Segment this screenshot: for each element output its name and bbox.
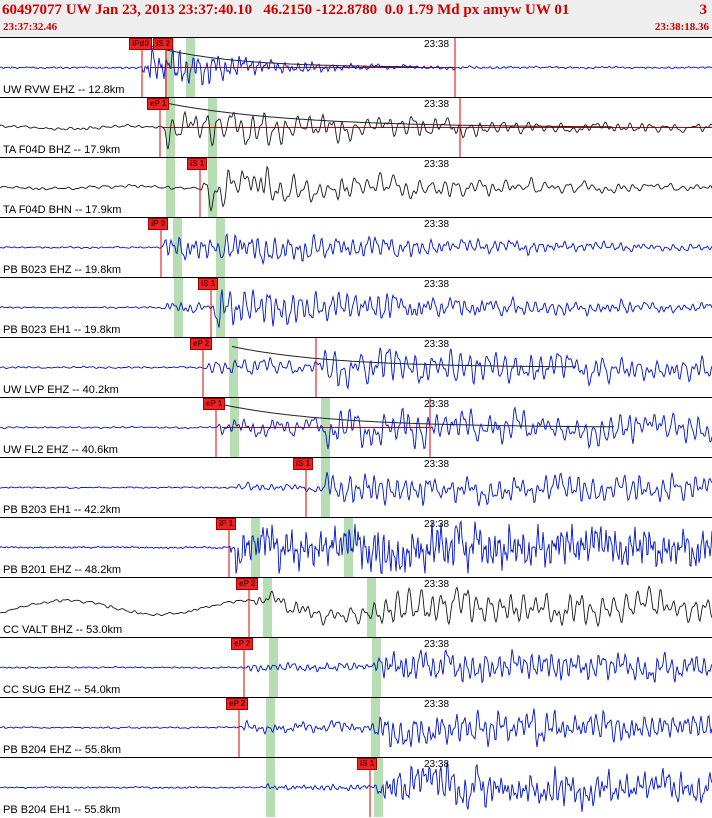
- trace-panel[interactable]: 23:38 eP 1 TA F04D BHZ -- 17.9km: [0, 97, 712, 157]
- event-summary: 60497077 UW Jan 23, 2013 23:37:40.10 46.…: [2, 2, 570, 18]
- waveform-plot[interactable]: [0, 38, 712, 97]
- pick-flag[interactable]: eP 1: [147, 98, 170, 110]
- s-window-band: [372, 638, 381, 697]
- seismogram-trace: [0, 472, 712, 507]
- time-tick-label: 23:38: [424, 639, 450, 650]
- s-window-band: [371, 698, 380, 757]
- trace-panel[interactable]: 23:38 eP 2 CC VALT BHZ -- 53.0km: [0, 577, 712, 637]
- waveform-plot[interactable]: [0, 278, 712, 337]
- waveform-plot[interactable]: [0, 698, 712, 757]
- time-tick-label: 23:38: [424, 159, 450, 170]
- pick-flag[interactable]: eP 2: [236, 578, 259, 590]
- waveform-plot[interactable]: [0, 518, 712, 577]
- waveform-plot[interactable]: [0, 98, 712, 157]
- s-window-band: [269, 638, 278, 697]
- window-start-time: 23:37:32.46: [3, 21, 58, 33]
- trace-list: 23:38 iPd0 iS 2 UW RVW EHZ -- 12.8km 23:38 eP…: [0, 37, 712, 817]
- trace-panel[interactable]: 23:38 iP 0 PB B023 EHZ -- 19.8km: [0, 217, 712, 277]
- time-tick-label: 23:38: [424, 519, 450, 530]
- coda-decay-curve: [221, 404, 614, 428]
- waveform-plot[interactable]: [0, 758, 712, 817]
- s-window-band: [166, 158, 175, 217]
- seismogram-trace: [0, 708, 712, 748]
- time-tick-label: 23:38: [424, 699, 450, 710]
- seismogram-trace: [0, 232, 712, 266]
- pick-flag[interactable]: eP 1: [203, 398, 226, 410]
- coda-decay-curve: [231, 346, 576, 368]
- seismogram-trace: [0, 47, 712, 86]
- seismogram-trace: [0, 648, 712, 684]
- time-tick-label: 23:38: [424, 579, 450, 590]
- time-tick-label: 23:38: [424, 459, 450, 470]
- time-tick-label: 23:38: [424, 99, 450, 110]
- time-tick-label: 23:38: [424, 39, 450, 50]
- pick-flag[interactable]: iS 1: [357, 758, 378, 770]
- time-tick-label: 23:38: [424, 219, 450, 230]
- pick-flag[interactable]: iS 1: [293, 458, 314, 470]
- waveform-plot[interactable]: [0, 338, 712, 397]
- s-window-band: [374, 758, 383, 817]
- waveform-plot[interactable]: [0, 458, 712, 517]
- waveform-plot[interactable]: [0, 398, 712, 457]
- trace-panel[interactable]: 23:38 iS 1 TA F04D BHN -- 17.9km: [0, 157, 712, 217]
- pick-flag[interactable]: iPd0: [129, 38, 152, 50]
- trace-panel[interactable]: 23:38 iS 1 PB B203 EH1 -- 42.2km: [0, 457, 712, 517]
- s-window-band: [216, 218, 225, 277]
- trace-panel[interactable]: 23:38 iS 1 PB B023 EH1 -- 19.8km: [0, 277, 712, 337]
- seismogram-trace: [0, 165, 712, 213]
- seismogram-trace: [0, 762, 712, 813]
- seismogram-trace: [0, 289, 712, 328]
- pick-flag[interactable]: iP 0: [148, 218, 169, 230]
- waveform-plot[interactable]: [0, 638, 712, 697]
- trace-count: 3: [699, 2, 708, 18]
- pick-flag[interactable]: iS 1: [187, 158, 208, 170]
- waveform-plot[interactable]: [0, 158, 712, 217]
- pick-flag[interactable]: eP 2: [226, 698, 249, 710]
- s-window-band: [321, 458, 330, 517]
- s-window-band: [266, 758, 275, 817]
- pick-flag[interactable]: eP 2: [190, 338, 213, 350]
- waveform-plot[interactable]: [0, 578, 712, 637]
- seismogram-trace: [0, 406, 712, 450]
- pick-flag[interactable]: iP 1: [216, 518, 237, 530]
- seismogram-trace: [0, 347, 712, 390]
- trace-panel[interactable]: 23:38 iP 1 PB B201 EHZ -- 48.2km: [0, 517, 712, 577]
- seismogram-trace: [0, 519, 712, 575]
- pick-flag[interactable]: iS 1: [198, 278, 219, 290]
- time-tick-label: 23:38: [424, 399, 450, 410]
- trace-panel[interactable]: 23:38 iS 1 PB B204 EH1 -- 55.8km: [0, 757, 712, 817]
- event-header: 60497077 UW Jan 23, 2013 23:37:40.10 46.…: [0, 0, 712, 37]
- time-tick-label: 23:38: [424, 279, 450, 290]
- seismogram-trace: [0, 110, 712, 150]
- s-window-band: [367, 578, 376, 637]
- trace-panel[interactable]: 23:38 eP 1 UW FL2 EHZ -- 40.6km: [0, 397, 712, 457]
- time-window-row: 23:37:32.46 23:38:18.36: [0, 20, 712, 34]
- trace-panel[interactable]: 23:38 eP 2 PB B204 EHZ -- 55.8km: [0, 697, 712, 757]
- event-summary-row: 60497077 UW Jan 23, 2013 23:37:40.10 46.…: [0, 0, 712, 20]
- s-window-band: [174, 278, 183, 337]
- time-tick-label: 23:38: [424, 759, 450, 770]
- trace-panel[interactable]: 23:38 eP 2 CC SUG EHZ -- 54.0km: [0, 637, 712, 697]
- seismogram-trace: [0, 585, 712, 628]
- pick-flag[interactable]: iS 2: [153, 38, 174, 50]
- time-tick-label: 23:38: [424, 339, 450, 350]
- trace-panel[interactable]: 23:38 eP 2 UW LVP EHZ -- 40.2km: [0, 337, 712, 397]
- pick-flag[interactable]: eP 2: [231, 638, 254, 650]
- waveform-plot[interactable]: [0, 218, 712, 277]
- trace-panel[interactable]: 23:38 iPd0 iS 2 UW RVW EHZ -- 12.8km: [0, 37, 712, 97]
- s-window-band: [263, 578, 272, 637]
- window-end-time: 23:38:18.36: [654, 21, 709, 33]
- coda-decay-curve: [162, 102, 611, 128]
- s-window-band: [208, 158, 217, 217]
